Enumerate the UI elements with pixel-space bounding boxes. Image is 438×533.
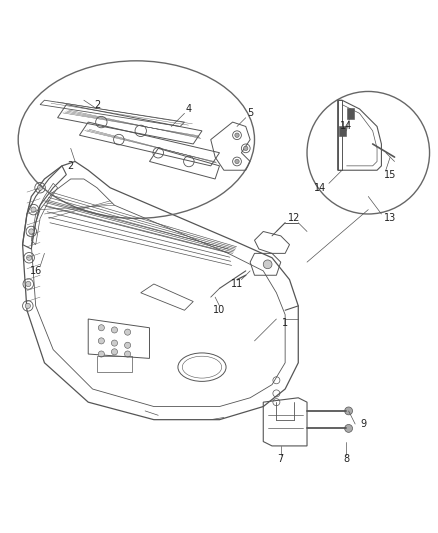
Text: 4: 4 <box>185 104 191 114</box>
Circle shape <box>263 260 272 269</box>
Text: 5: 5 <box>247 108 253 118</box>
Text: 14: 14 <box>339 122 352 132</box>
Text: 8: 8 <box>343 454 349 464</box>
Circle shape <box>344 424 352 432</box>
Bar <box>338 126 345 136</box>
Text: 11: 11 <box>230 279 243 289</box>
Circle shape <box>234 159 239 164</box>
Circle shape <box>124 351 131 357</box>
Circle shape <box>111 327 117 333</box>
Circle shape <box>26 255 32 261</box>
Circle shape <box>124 329 131 335</box>
Circle shape <box>111 349 117 355</box>
Circle shape <box>31 207 36 212</box>
Circle shape <box>124 342 131 349</box>
Text: 2: 2 <box>94 100 100 110</box>
Text: 16: 16 <box>29 266 42 276</box>
Text: 9: 9 <box>360 419 366 429</box>
Circle shape <box>98 351 104 357</box>
Circle shape <box>28 229 34 234</box>
Circle shape <box>98 338 104 344</box>
Circle shape <box>98 325 104 331</box>
Bar <box>346 108 353 118</box>
Text: 15: 15 <box>383 169 396 180</box>
Bar <box>97 356 132 372</box>
Text: 2: 2 <box>67 161 74 171</box>
Text: 14: 14 <box>313 183 325 193</box>
Circle shape <box>25 281 31 287</box>
Text: 7: 7 <box>277 454 283 464</box>
Circle shape <box>111 340 117 346</box>
Circle shape <box>344 407 352 415</box>
Circle shape <box>25 303 30 309</box>
Circle shape <box>234 133 239 138</box>
Circle shape <box>37 185 42 190</box>
Text: 10: 10 <box>213 305 225 315</box>
Text: 12: 12 <box>287 213 300 223</box>
Text: 13: 13 <box>383 213 396 223</box>
Circle shape <box>243 146 247 150</box>
Text: 1: 1 <box>282 318 288 328</box>
